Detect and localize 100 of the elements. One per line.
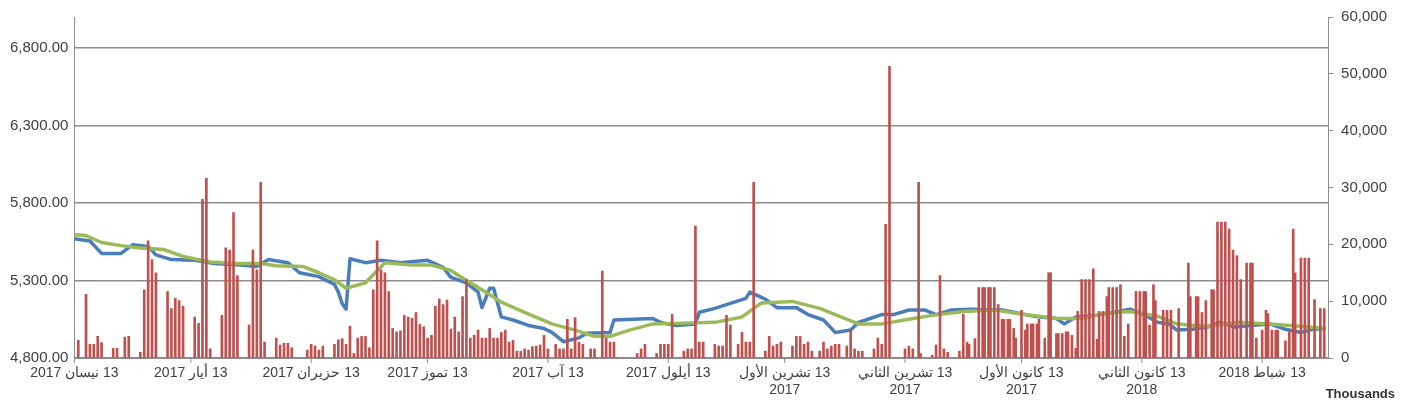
bar	[1091, 268, 1095, 358]
bar	[1245, 262, 1248, 358]
bar	[829, 345, 833, 358]
bar	[1223, 221, 1227, 358]
bar	[177, 300, 181, 358]
bar	[1111, 287, 1115, 358]
bar	[1107, 287, 1111, 358]
bar	[465, 279, 468, 358]
bar	[422, 326, 426, 358]
bar	[406, 316, 410, 358]
y2-tick-label: 20,000	[1341, 234, 1388, 252]
bar	[1119, 284, 1122, 358]
bar	[224, 247, 228, 358]
bar	[274, 337, 278, 358]
bar	[779, 341, 783, 358]
y-tick-label: 5,300.00	[10, 270, 69, 288]
bar	[534, 345, 538, 358]
bar	[1020, 309, 1023, 358]
y2-axis-title: Thousands	[1325, 386, 1395, 402]
bar	[395, 331, 398, 358]
bar	[554, 344, 558, 358]
y2-tick-label: 30,000	[1341, 177, 1388, 195]
bar	[558, 348, 561, 358]
bar	[527, 349, 530, 358]
bar	[437, 298, 441, 358]
bar	[1060, 333, 1064, 358]
x-tick-label: 13 نيسان 2017	[30, 363, 119, 380]
bar	[205, 178, 208, 358]
y2-tick-label: 0	[1341, 348, 1350, 366]
bar	[798, 336, 802, 358]
y2-tick-label: 10,000	[1341, 291, 1388, 309]
bar	[717, 345, 721, 358]
bar	[76, 340, 80, 358]
bar	[946, 351, 950, 358]
bar	[725, 315, 728, 358]
bar	[849, 329, 853, 358]
bar	[1084, 279, 1087, 358]
bar	[767, 336, 771, 358]
bar	[500, 332, 503, 358]
bar	[340, 338, 344, 358]
bar	[360, 336, 363, 358]
bar	[523, 348, 526, 358]
bar	[1177, 308, 1181, 358]
bar	[166, 291, 169, 358]
bar	[1319, 308, 1322, 358]
x-tick-label: 13 أيار 2017	[154, 361, 228, 381]
bar	[911, 348, 915, 358]
bar	[402, 315, 406, 358]
bar	[861, 350, 864, 358]
bar	[259, 182, 263, 358]
y-tick-label: 6,300.00	[10, 115, 69, 133]
x-tick-label: 13 آب 2017	[512, 362, 584, 380]
x-tick-label: 13 شباط 2018	[1218, 363, 1307, 380]
y2-tick-label: 50,000	[1341, 63, 1388, 81]
y-tick-label: 5,800.00	[10, 193, 69, 211]
bar	[488, 328, 492, 358]
bar	[111, 348, 115, 358]
bar	[1025, 323, 1029, 358]
bar	[364, 336, 367, 358]
bar	[593, 348, 596, 358]
bar	[635, 353, 639, 358]
y-tick-label: 6,800.00	[10, 38, 69, 56]
y2-tick-label: 60,000	[1341, 7, 1388, 25]
bar	[600, 270, 604, 358]
bar	[917, 182, 920, 358]
bar	[96, 336, 100, 358]
bar	[857, 350, 860, 358]
bar	[977, 287, 981, 358]
bar	[193, 316, 197, 358]
bar	[173, 298, 177, 358]
bar	[503, 329, 507, 358]
x-tick-label: 13 أيلول 2017	[626, 361, 711, 381]
bar	[795, 336, 798, 358]
bar	[1322, 308, 1326, 358]
bar	[1216, 221, 1219, 358]
bar	[472, 334, 476, 358]
bar	[1126, 323, 1130, 358]
bar	[682, 350, 686, 358]
bar	[694, 225, 697, 358]
bar	[1115, 287, 1118, 358]
bar	[992, 287, 996, 358]
x-tick-label: 13 حزيران 2017	[262, 363, 361, 381]
bar	[321, 345, 325, 358]
bar	[589, 348, 592, 358]
bar	[663, 344, 666, 358]
bar	[531, 346, 534, 358]
bar	[1313, 299, 1316, 358]
bar	[686, 348, 689, 358]
bar	[888, 66, 891, 358]
y-tick-label: 4,800.00	[10, 348, 69, 366]
bar	[337, 339, 340, 358]
bar	[566, 319, 569, 358]
bar	[822, 341, 825, 358]
bar	[961, 313, 965, 358]
bar	[519, 350, 523, 358]
x-tick-label: 13 تموز 2017	[387, 363, 469, 381]
bar	[659, 344, 662, 358]
bar	[1307, 257, 1311, 358]
bar	[701, 341, 705, 358]
y2-tick-label: 40,000	[1341, 120, 1388, 138]
